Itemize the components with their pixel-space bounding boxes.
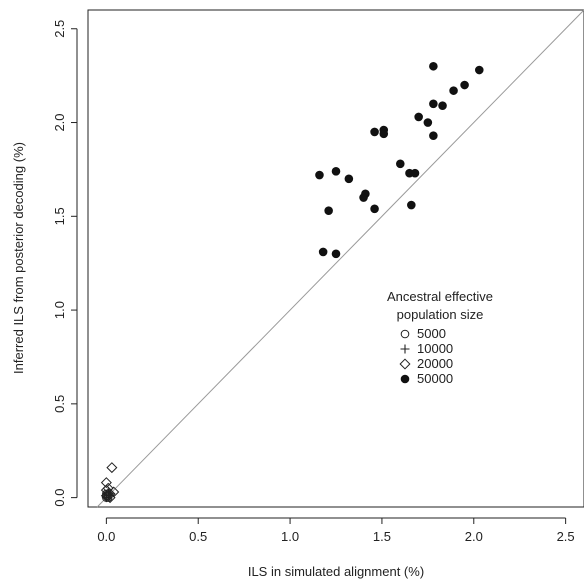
point-50000 (429, 99, 438, 109)
y-axis: 0.0 0.5 1.0 1.5 2.0 2.5 (52, 20, 78, 507)
point-50000-shape (315, 170, 324, 180)
x-tick-label: 2.0 (465, 529, 483, 544)
legend-marker-50000-shape (400, 374, 410, 384)
point-50000-shape (324, 206, 333, 215)
legend-label-10000: 10000 (417, 341, 453, 356)
point-50000 (318, 247, 328, 257)
legend-title-line-1: Ancestral effective (387, 289, 493, 304)
point-50000-shape (449, 86, 458, 95)
point-50000 (460, 80, 469, 90)
point-50000 (344, 174, 354, 184)
reference-line-y-equals-x (96, 9, 584, 508)
point-50000-shape (344, 174, 354, 184)
legend-label-20000: 20000 (417, 356, 453, 371)
x-axis: 0.0 0.5 1.0 1.5 2.0 2.5 (97, 517, 575, 544)
legend-marker-50000 (400, 374, 410, 384)
point-50000-shape (379, 129, 389, 139)
point-50000-shape (359, 193, 368, 202)
point-50000 (410, 168, 420, 178)
point-50000-shape (414, 112, 423, 122)
legend-marker-20000-shape (399, 358, 411, 370)
point-50000-shape (438, 101, 447, 110)
x-tick-label: 1.0 (281, 529, 299, 544)
point-50000 (324, 206, 333, 215)
y-tick-label: 1.0 (52, 301, 67, 319)
point-20000 (104, 492, 116, 504)
point-50000-shape (395, 159, 405, 169)
point-50000-shape (429, 99, 438, 109)
point-20000-shape (102, 488, 114, 500)
point-50000 (449, 86, 458, 95)
legend-marker-5000-shape (400, 329, 410, 339)
point-50000-shape (407, 200, 416, 210)
y-tick-label: 2.5 (52, 20, 67, 38)
point-20000-shape (104, 488, 116, 500)
y-tick-label: 0.0 (52, 489, 67, 507)
point-50000-shape (331, 166, 341, 176)
y-tick-label: 0.5 (52, 395, 67, 413)
point-50000 (359, 193, 368, 202)
point-50000 (407, 200, 416, 210)
y-tick-label: 2.0 (52, 113, 67, 131)
point-50000-shape (370, 204, 379, 214)
x-tick-label: 0.0 (97, 529, 115, 544)
point-50000-shape (370, 127, 379, 137)
legend-title-line-2: population size (397, 307, 484, 322)
point-50000-shape (474, 65, 484, 75)
point-50000 (474, 65, 484, 75)
point-20000 (100, 477, 112, 489)
x-tick-label: 1.5 (373, 529, 391, 544)
y-tick-label: 1.5 (52, 207, 67, 225)
point-20000 (102, 488, 114, 500)
point-50000-shape (331, 249, 341, 259)
point-50000 (395, 159, 405, 169)
point-50000 (423, 118, 433, 127)
legend-label-5000: 5000 (417, 326, 446, 341)
point-50000 (379, 129, 389, 139)
point-50000 (331, 249, 341, 259)
legend-marker-20000 (399, 358, 411, 370)
point-50000-shape (423, 118, 433, 127)
point-50000 (414, 112, 423, 122)
plot-frame (87, 9, 584, 508)
point-50000 (429, 131, 438, 140)
x-tick-label: 2.5 (557, 529, 575, 544)
point-20000 (106, 462, 118, 474)
y-axis-title: Inferred ILS from posterior decoding (%) (11, 142, 26, 374)
x-axis-title: ILS in simulated alignment (%) (248, 564, 424, 579)
legend-label-50000: 50000 (417, 371, 453, 386)
point-20000 (104, 488, 116, 500)
legend-marker-5000 (400, 329, 410, 339)
point-50000-shape (318, 247, 328, 257)
data-points (100, 61, 484, 504)
point-50000 (331, 166, 341, 176)
point-50000-shape (460, 80, 469, 90)
point-50000 (438, 101, 447, 110)
legend-marker-10000-shape (400, 344, 410, 354)
point-50000 (429, 61, 438, 71)
point-50000 (315, 170, 324, 180)
point-20000-shape (106, 462, 118, 474)
point-50000-shape (429, 131, 438, 140)
point-50000-shape (410, 168, 420, 178)
point-50000 (370, 127, 379, 137)
x-tick-label: 0.5 (189, 529, 207, 544)
point-20000-shape (100, 477, 112, 489)
point-20000-shape (104, 492, 116, 504)
legend: Ancestral effective population size 5000… (387, 289, 493, 386)
point-50000 (370, 204, 379, 214)
legend-marker-10000 (400, 344, 410, 354)
point-50000-shape (429, 61, 438, 71)
